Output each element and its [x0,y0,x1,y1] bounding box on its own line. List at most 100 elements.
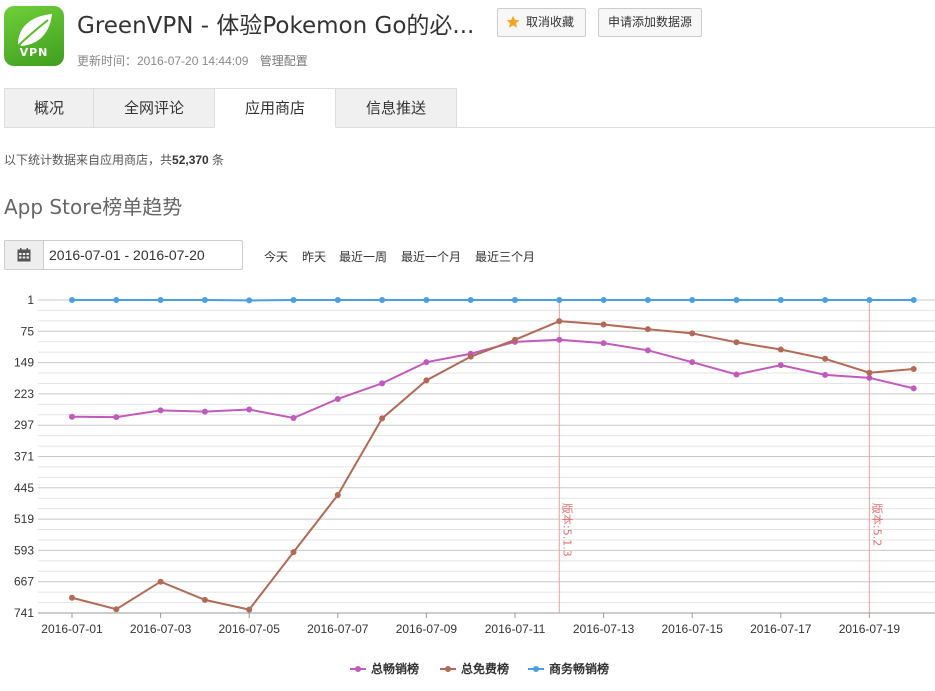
rank-trend-chart: 1 75 149 223 297 371 445 519 593 667 741 2016-07-01… [14,293,935,676]
calendar-button[interactable] [5,241,44,269]
app-icon: VPN [4,6,64,66]
series-top-free-point [379,415,386,422]
update-meta: 更新时间：2016-07-20 14:44:09 管理配置 [77,52,308,69]
request-data-source-button[interactable]: 申请添加数据源 [598,8,702,37]
tabs-divider [4,127,935,128]
x-tick-label: 2016-07-11 [485,622,546,636]
tab-app-store[interactable]: 应用商店 [214,88,336,128]
series-business-point [201,297,208,303]
tab-overview[interactable]: 概况 [4,88,94,128]
version-marker-label: 版本:5.1.3 [560,503,574,557]
series-business-point [113,297,120,303]
series-top-grossing-point [113,414,120,421]
series-business-point [777,297,784,303]
series-business-point [644,297,651,303]
series-top-grossing-point [201,408,208,415]
series-top-grossing-point [910,385,917,392]
series-business-point [733,297,740,303]
series-business-point [246,297,253,304]
y-tick-label: 593 [14,543,34,557]
y-tick-label: 667 [14,575,34,589]
y-tick-label: 75 [21,324,35,338]
series-top-grossing-point [866,374,873,381]
legend-swatch-dot [355,666,361,672]
star-icon [506,15,520,28]
x-tick-label: 2016-07-15 [662,622,724,636]
series-top-grossing-point [689,359,696,366]
series-business-point [334,297,341,303]
series-top-free-point [423,377,430,384]
series-top-grossing-point [644,347,651,354]
series-top-free-point [777,346,784,353]
app-title: GreenVPN - 体验Pokemon Go的必... [77,13,475,39]
series-top-free-point [822,355,829,362]
range-last-three-months[interactable]: 最近三个月 [475,250,536,264]
series-top-grossing-point [290,415,297,422]
x-tick-label: 2016-07-03 [130,622,192,636]
leaf-icon [17,14,52,47]
series-business-point [69,297,75,303]
date-range-picker[interactable]: 2016-07-01 - 2016-07-20 [4,240,243,270]
unfavorite-button[interactable]: 取消收藏 [497,8,586,37]
series-top-grossing-point [157,407,164,414]
manage-config-link[interactable]: 管理配置 [259,54,308,68]
series-top-free-point [246,606,253,613]
series-business-point [290,297,297,303]
legend-label: 商务畅销榜 [549,661,609,676]
series-top-free-point [600,321,607,328]
series-top-grossing-point [600,340,607,347]
app-icon-label: VPN [19,46,49,59]
x-tick-label: 2016-07-05 [219,622,281,636]
series-business-point [556,297,563,303]
unfavorite-label: 取消收藏 [526,15,575,29]
series-top-free-point [157,578,164,585]
updated-time: 更新时间：2016-07-20 14:44:09 [77,54,249,68]
series-top-grossing-point [777,362,784,369]
series-top-grossing-point [334,395,341,402]
tab-reviews[interactable]: 全网评论 [93,88,215,128]
series-top-grossing-point [423,359,430,366]
y-tick-label: 371 [14,450,34,464]
series-business-point [822,297,829,303]
series-top-free-point [556,318,563,325]
series-top-free-point [69,594,75,601]
range-today[interactable]: 今天 [264,250,289,264]
y-tick-label: 445 [14,481,34,495]
date-range-value: 2016-07-01 - 2016-07-20 [49,247,205,263]
series-top-free-point [866,369,873,376]
series-business-point [379,297,386,303]
x-tick-label: 2016-07-01 [41,622,103,636]
y-tick-label: 1 [27,293,34,307]
stats-prefix: 以下统计数据来自应用商店，共 [4,153,173,167]
series-top-free-point [467,353,474,360]
range-last-week[interactable]: 最近一周 [339,250,388,264]
series-business-point [157,297,164,303]
y-tick-label: 519 [14,512,34,526]
calendar-icon [17,248,31,262]
range-last-month[interactable]: 最近一个月 [401,250,462,264]
y-tick-label: 149 [14,356,34,370]
series-business-point [910,297,917,303]
series-business-point [600,297,607,303]
series-top-free-point [290,549,297,556]
legend-label: 总畅销榜 [371,661,419,676]
stats-suffix: 条 [208,153,225,167]
series-business-point [512,297,518,303]
series-business-point [866,297,873,303]
stats-note: 以下统计数据来自应用商店，共52,370 条 [4,151,224,168]
series-top-free-point [644,326,651,333]
x-tick-label: 2016-07-09 [396,622,458,636]
legend-swatch-dot [445,666,451,672]
tab-bar: 概况 全网评论 应用商店 信息推送 [4,88,457,128]
series-top-free-point [910,365,917,372]
series-top-free-point [689,330,696,337]
series-top-free-point [201,596,208,603]
tab-push[interactable]: 信息推送 [335,88,457,128]
legend-label: 总免费榜 [461,661,509,676]
range-yesterday[interactable]: 昨天 [302,250,327,264]
section-title: App Store榜单趋势 [4,195,183,219]
x-tick-label: 2016-07-07 [307,622,369,636]
series-top-free-point [113,606,120,613]
series-top-free-line [71,320,914,611]
series-business-point [467,297,474,303]
